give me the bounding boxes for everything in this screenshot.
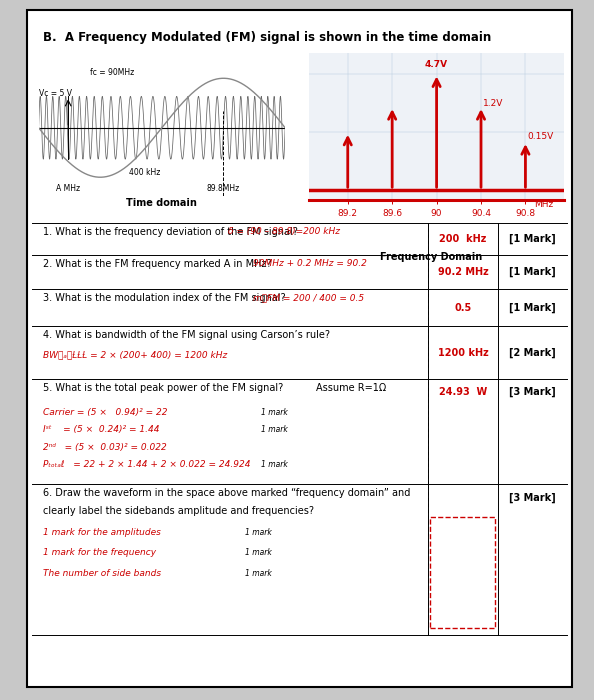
Text: BW₟ₐ⬳ⱢⱢⱢ = 2 × (200+ 400) = 1200 kHz: BW₟ₐ⬳ⱢⱢⱢ = 2 × (200+ 400) = 1200 kHz <box>43 351 228 360</box>
Text: 0.5: 0.5 <box>454 302 472 313</box>
Text: 24.93  W: 24.93 W <box>439 387 487 397</box>
Text: 6. Draw the waveform in the space above marked “frequency domain” and: 6. Draw the waveform in the space above … <box>43 488 410 498</box>
Text: Assume R=1Ω: Assume R=1Ω <box>316 383 386 393</box>
Text: Time domain: Time domain <box>127 197 197 208</box>
Text: 2ⁿᵈ   = (5 ×  0.03)² = 0.022: 2ⁿᵈ = (5 × 0.03)² = 0.022 <box>43 443 167 452</box>
Text: 1 mark: 1 mark <box>261 407 288 416</box>
Text: 90MHz + 0.2 MHz = 90.2: 90MHz + 0.2 MHz = 90.2 <box>253 259 367 268</box>
Text: 1 mark: 1 mark <box>261 425 288 434</box>
Text: Carrier = (5 ×   0.94)² = 22: Carrier = (5 × 0.94)² = 22 <box>43 407 168 416</box>
Text: 4. What is bandwidth of the FM signal using Carson’s rule?: 4. What is bandwidth of the FM signal us… <box>43 330 330 340</box>
Text: [1 Mark]: [1 Mark] <box>509 302 556 313</box>
Text: fc = 90MHz: fc = 90MHz <box>90 68 135 77</box>
Text: [3 Mark]: [3 Mark] <box>509 492 556 503</box>
Text: 400 kHz: 400 kHz <box>129 167 160 176</box>
Text: [3 Mark]: [3 Mark] <box>509 387 556 398</box>
Text: [1 Mark]: [1 Mark] <box>509 234 556 244</box>
Text: The number of side bands: The number of side bands <box>43 569 161 577</box>
Text: [2 Mark]: [2 Mark] <box>509 347 556 358</box>
Text: B.  A Frequency Modulated (FM) signal is shown in the time domain: B. A Frequency Modulated (FM) signal is … <box>43 32 491 45</box>
Text: [1 Mark]: [1 Mark] <box>509 267 556 277</box>
Text: 0.15V: 0.15V <box>527 132 554 141</box>
Text: 1.2V: 1.2V <box>484 99 504 108</box>
Text: 89.8MHz: 89.8MHz <box>207 184 240 193</box>
Text: 5. What is the total peak power of the FM signal?: 5. What is the total peak power of the F… <box>43 383 283 393</box>
Text: 1 mark: 1 mark <box>245 528 271 537</box>
Bar <box>430 517 495 628</box>
Text: Pₜₒₜₐℓ   = 22 + 2 × 1.44 + 2 × 0.022 = 24.924: Pₜₒₜₐℓ = 22 + 2 × 1.44 + 2 × 0.022 = 24.… <box>43 461 251 470</box>
Text: MHz: MHz <box>534 200 553 209</box>
Text: clearly label the sidebands amplitude and frequencies?: clearly label the sidebands amplitude an… <box>43 506 314 516</box>
Text: 1 mark: 1 mark <box>261 461 288 470</box>
Text: 90.2 MHz: 90.2 MHz <box>438 267 488 277</box>
Text: 1 mark for the amplitudes: 1 mark for the amplitudes <box>43 528 161 537</box>
Text: 1 mark for the frequency: 1 mark for the frequency <box>43 549 156 557</box>
Text: Frequency Domain: Frequency Domain <box>380 253 482 262</box>
Text: 1. What is the frequency deviation of the FM signal?: 1. What is the frequency deviation of th… <box>43 228 298 237</box>
Text: 4.7V: 4.7V <box>425 60 448 69</box>
Text: 1200 kHz: 1200 kHz <box>438 348 488 358</box>
Text: Vc = 5 V: Vc = 5 V <box>39 89 72 98</box>
Text: Iˢᵗ    = (5 ×  0.24)² = 1.44: Iˢᵗ = (5 × 0.24)² = 1.44 <box>43 425 160 434</box>
Text: 200  kHz: 200 kHz <box>440 234 486 244</box>
Text: 2. What is the FM frequency marked A in MHz?: 2. What is the FM frequency marked A in … <box>43 259 271 270</box>
Text: 1 mark: 1 mark <box>245 549 271 557</box>
Text: A MHz: A MHz <box>56 184 80 193</box>
Text: m₟FM = 200 / 400 = 0.5: m₟FM = 200 / 400 = 0.5 <box>253 293 364 302</box>
Text: 3. What is the modulation index of the FM signal?: 3. What is the modulation index of the F… <box>43 293 286 303</box>
Text: 1 mark: 1 mark <box>245 569 271 577</box>
Text: δ = (90 – 89.8)=200 kHz: δ = (90 – 89.8)=200 kHz <box>229 228 340 237</box>
